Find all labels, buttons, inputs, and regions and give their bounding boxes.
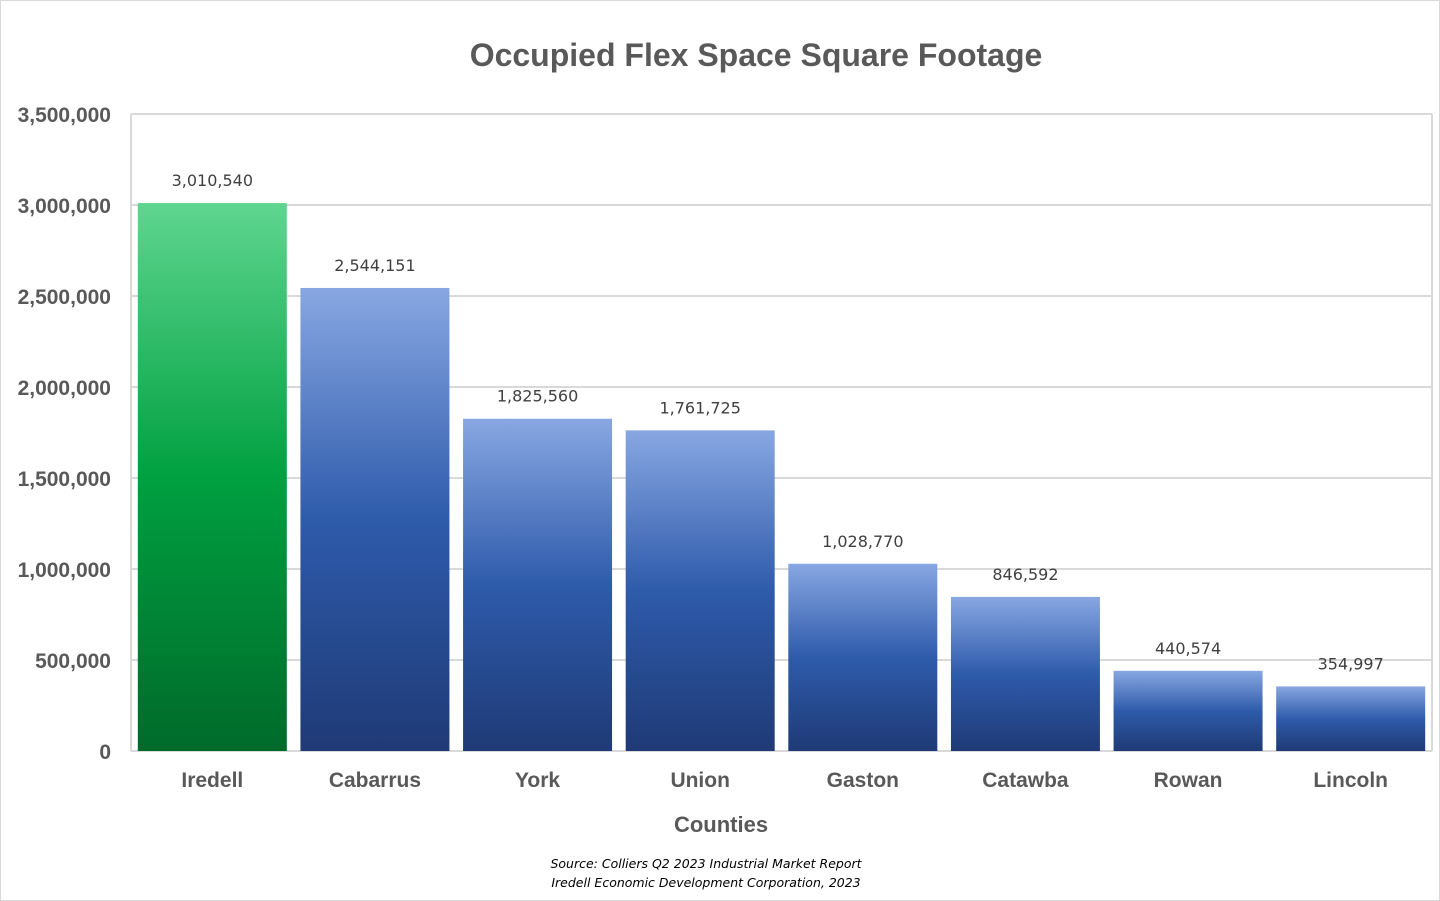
data-label: 1,761,725 <box>659 398 740 417</box>
y-tick-label: 3,000,000 <box>18 195 111 218</box>
x-tick-label: Rowan <box>1154 769 1223 792</box>
bar-lincoln <box>1276 686 1426 751</box>
bar-catawba <box>950 596 1100 751</box>
bar-york <box>463 418 613 751</box>
x-tick-label: Gaston <box>827 769 899 792</box>
x-tick-label: Cabarrus <box>329 769 421 792</box>
x-tick-label: Iredell <box>181 769 243 792</box>
y-tick-label: 500,000 <box>35 650 111 673</box>
y-tick-label: 1,500,000 <box>18 468 111 491</box>
x-tick-label: York <box>515 769 560 792</box>
x-tick-label: Catawba <box>982 769 1069 792</box>
data-label: 846,592 <box>992 565 1058 584</box>
bar-cabarrus <box>300 287 450 751</box>
data-label: 1,825,560 <box>497 387 578 406</box>
y-tick-label: 3,500,000 <box>18 104 111 127</box>
data-label: 3,010,540 <box>172 171 253 190</box>
source-line-1: Source: Colliers Q2 2023 Industrial Mark… <box>550 856 862 871</box>
y-tick-label: 0 <box>99 741 111 764</box>
bar-rowan <box>1113 670 1263 751</box>
x-tick-label: Union <box>670 769 729 792</box>
chart-title: Occupied Flex Space Square Footage <box>470 37 1043 73</box>
bar-union <box>625 430 775 751</box>
data-label: 354,997 <box>1318 654 1384 673</box>
data-label: 440,574 <box>1155 639 1221 658</box>
x-tick-label: Lincoln <box>1313 769 1388 792</box>
source-line-2: Iredell Economic Development Corporation… <box>551 875 860 890</box>
y-tick-label: 2,500,000 <box>18 286 111 309</box>
y-tick-label: 1,000,000 <box>18 559 111 582</box>
bar-gaston <box>788 563 938 751</box>
x-axis-label: Counties <box>674 812 768 837</box>
y-tick-label: 2,000,000 <box>18 377 111 400</box>
data-label: 2,544,151 <box>334 256 415 275</box>
data-label: 1,028,770 <box>822 532 903 551</box>
bar-iredell <box>137 203 287 751</box>
